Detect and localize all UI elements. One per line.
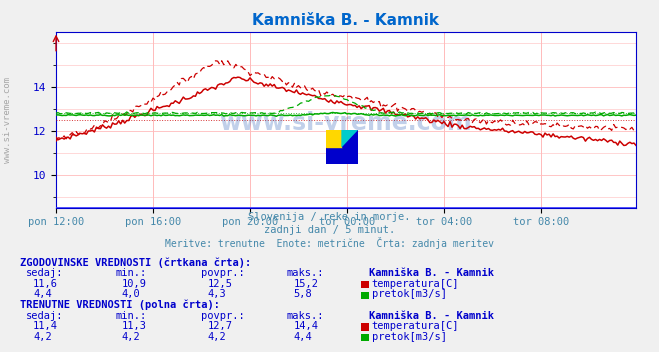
Text: temperatura[C]: temperatura[C] [372,321,459,331]
Polygon shape [326,130,358,164]
Text: temperatura[C]: temperatura[C] [372,279,459,289]
Text: 4,2: 4,2 [33,332,51,342]
Text: zadnji dan / 5 minut.: zadnji dan / 5 minut. [264,225,395,235]
Text: Kamniška B. - Kamnik: Kamniška B. - Kamnik [369,268,494,278]
Text: min.:: min.: [115,310,146,321]
Text: TRENUTNE VREDNOSTI (polna črta):: TRENUTNE VREDNOSTI (polna črta): [20,300,219,310]
Bar [326,130,342,147]
Text: 4,4: 4,4 [293,332,312,342]
Text: maks.:: maks.: [287,310,324,321]
Bar [326,130,342,147]
Text: maks.:: maks.: [287,268,324,278]
Polygon shape [342,130,358,147]
Text: 4,2: 4,2 [208,332,226,342]
Text: 4,0: 4,0 [122,289,140,300]
Text: 4,2: 4,2 [122,332,140,342]
Text: www.si-vreme.com: www.si-vreme.com [219,111,473,135]
Bar [326,147,358,164]
Polygon shape [342,130,358,147]
Text: 11,4: 11,4 [33,321,58,331]
Text: pretok[m3/s]: pretok[m3/s] [372,289,447,300]
Text: Slovenija / reke in morje.: Slovenija / reke in morje. [248,212,411,222]
Polygon shape [342,130,358,147]
Text: povpr.:: povpr.: [201,310,244,321]
Text: 11,6: 11,6 [33,279,58,289]
Text: pretok[m3/s]: pretok[m3/s] [372,332,447,342]
Text: sedaj:: sedaj: [26,310,64,321]
Text: povpr.:: povpr.: [201,268,244,278]
Text: Meritve: trenutne  Enote: metrične  Črta: zadnja meritev: Meritve: trenutne Enote: metrične Črta: … [165,237,494,249]
Text: 5,8: 5,8 [293,289,312,300]
Text: ZGODOVINSKE VREDNOSTI (črtkana črta):: ZGODOVINSKE VREDNOSTI (črtkana črta): [20,257,251,268]
Text: 15,2: 15,2 [293,279,318,289]
Text: Kamniška B. - Kamnik: Kamniška B. - Kamnik [369,310,494,321]
Title: Kamniška B. - Kamnik: Kamniška B. - Kamnik [252,13,440,28]
Text: 4,4: 4,4 [33,289,51,300]
Text: 10,9: 10,9 [122,279,147,289]
Text: 14,4: 14,4 [293,321,318,331]
Text: 4,3: 4,3 [208,289,226,300]
Text: sedaj:: sedaj: [26,268,64,278]
Text: 12,5: 12,5 [208,279,233,289]
Text: 11,3: 11,3 [122,321,147,331]
Text: min.:: min.: [115,268,146,278]
Text: 12,7: 12,7 [208,321,233,331]
Polygon shape [342,130,358,147]
Text: www.si-vreme.com: www.si-vreme.com [3,77,13,163]
